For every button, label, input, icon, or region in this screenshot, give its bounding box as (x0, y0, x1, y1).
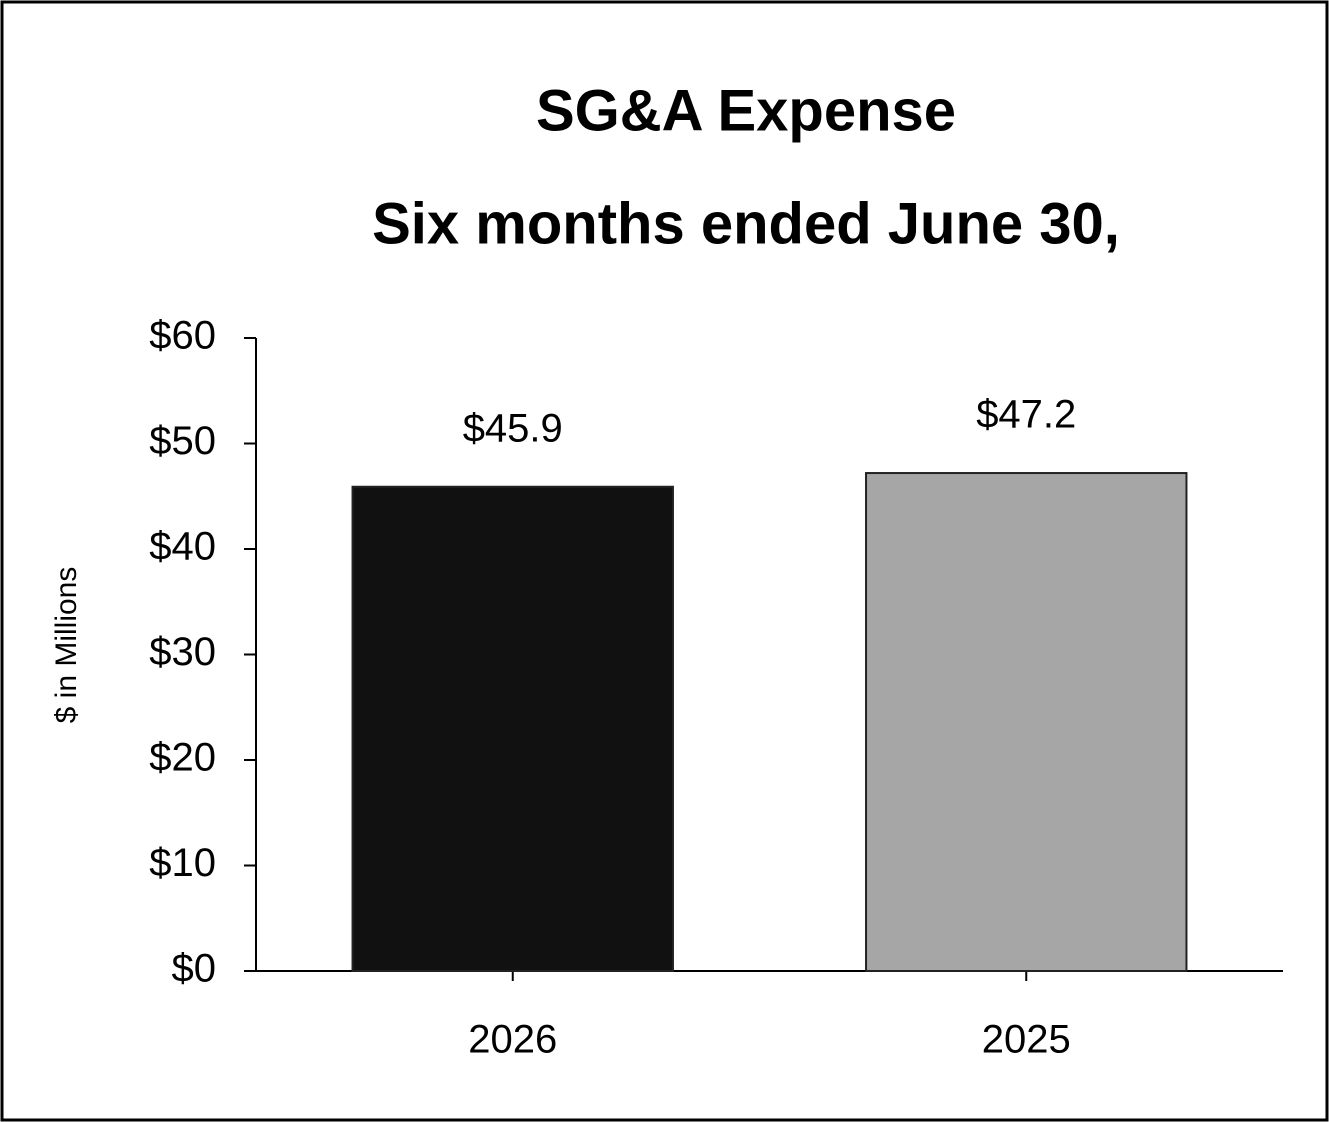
bar (865, 472, 1188, 972)
y-tick-label: $50 (149, 419, 216, 463)
y-tick-label: $10 (149, 841, 216, 885)
y-tick-label: $60 (149, 314, 216, 358)
chart-subtitle: Six months ended June 30, (372, 191, 1120, 256)
value-label: $47.2 (976, 393, 1076, 437)
value-label: $45.9 (463, 406, 563, 450)
bar (351, 485, 674, 972)
x-tick-label: 2026 (468, 1018, 557, 1062)
y-tick-label: $30 (149, 630, 216, 674)
y-tick-label: $0 (172, 947, 217, 991)
y-tick-label: $20 (149, 736, 216, 780)
chart-title: SG&A Expense (536, 78, 956, 143)
y-tick-label: $40 (149, 525, 216, 569)
y-axis-label: $ in Millions (50, 567, 83, 724)
x-tick-label: 2025 (982, 1018, 1071, 1062)
